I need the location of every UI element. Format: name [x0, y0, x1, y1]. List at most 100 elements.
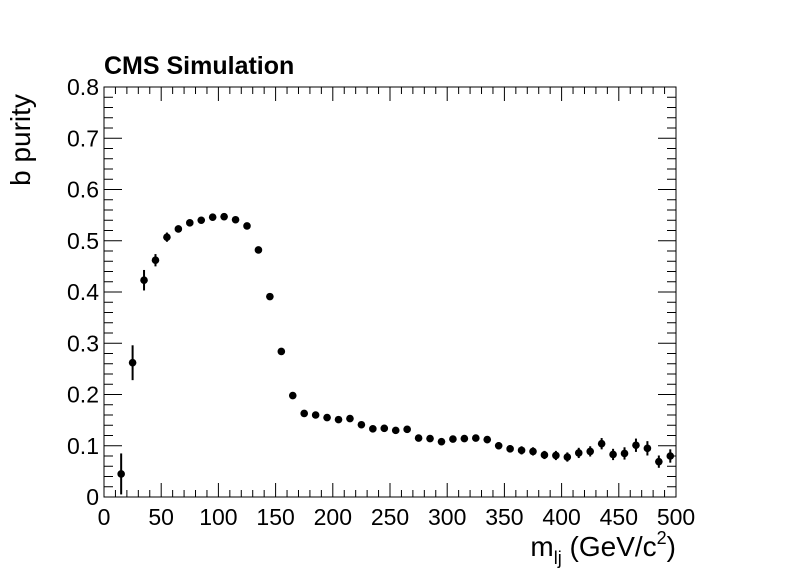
x-tick-label: 200	[314, 504, 352, 530]
point-marker	[277, 347, 286, 356]
point-marker	[220, 212, 228, 221]
point-marker	[186, 219, 194, 227]
data-point	[540, 450, 549, 460]
data-point	[506, 445, 514, 453]
y-tick-label: 0.4	[67, 279, 99, 305]
data-point	[597, 438, 606, 450]
data-point	[483, 435, 492, 444]
data-points	[117, 212, 675, 495]
x-axis-label-subscript: lj	[554, 548, 562, 568]
data-point	[128, 345, 137, 381]
x-tick-label: 400	[542, 504, 580, 530]
point-marker	[403, 425, 411, 434]
point-marker	[460, 434, 469, 443]
data-point	[300, 409, 309, 418]
point-marker	[243, 222, 251, 230]
data-point	[620, 447, 629, 460]
point-marker	[483, 435, 492, 444]
y-axis-label: b purity	[5, 94, 36, 186]
point-marker	[632, 441, 640, 450]
point-marker	[563, 453, 572, 461]
point-marker	[300, 409, 309, 418]
data-point	[254, 246, 263, 254]
y-tick-label: 0.5	[67, 228, 99, 254]
point-marker	[414, 434, 423, 442]
data-point	[529, 447, 537, 456]
point-marker	[151, 256, 160, 265]
point-marker	[506, 445, 514, 453]
point-marker	[574, 449, 583, 457]
data-point	[369, 425, 377, 433]
point-marker	[552, 451, 560, 460]
x-tick-label: 50	[148, 504, 174, 530]
data-point	[472, 434, 480, 442]
data-point	[552, 450, 560, 461]
point-marker	[666, 452, 675, 460]
y-tick-label: 0.3	[67, 330, 99, 356]
x-tick-label: 450	[600, 504, 638, 530]
data-point	[666, 449, 675, 463]
x-tick-label: 150	[256, 504, 294, 530]
point-marker	[540, 451, 549, 459]
data-point	[208, 213, 217, 221]
plot-frame	[103, 86, 677, 498]
y-tick-label: 0.2	[67, 382, 99, 408]
point-marker	[254, 246, 263, 254]
point-marker	[346, 414, 354, 423]
data-point	[655, 455, 663, 468]
point-marker	[288, 391, 297, 400]
point-marker	[391, 426, 400, 435]
point-marker	[380, 424, 389, 433]
data-point	[117, 453, 125, 495]
point-marker	[609, 450, 617, 459]
data-point	[186, 219, 194, 227]
data-point	[197, 216, 206, 225]
point-marker	[311, 411, 320, 419]
data-point	[266, 292, 274, 301]
x-tick-label: 350	[485, 504, 523, 530]
data-point	[609, 448, 617, 461]
data-point	[334, 415, 343, 424]
x-tick-label: 500	[657, 504, 695, 530]
point-marker	[655, 457, 663, 466]
x-axis-label-superscript: 2	[657, 528, 667, 548]
point-marker	[117, 470, 125, 478]
tick-labels: 0 50 100 150 200 250 300 350 400 450 500 0 0.1 0.2 0.3…	[67, 74, 695, 530]
data-point	[163, 232, 171, 242]
x-tick-label: 250	[371, 504, 409, 530]
data-point	[357, 420, 366, 429]
data-point	[632, 438, 640, 452]
data-point	[460, 434, 469, 443]
x-axis-label-main: m	[530, 531, 553, 562]
data-point	[346, 414, 354, 423]
data-point	[643, 441, 652, 456]
x-axis-label: mlj (GeV/c2)	[530, 528, 676, 568]
axis-ticks	[103, 86, 677, 498]
data-point	[449, 435, 457, 443]
point-marker	[140, 276, 148, 285]
x-tick-label: 300	[428, 504, 466, 530]
point-marker	[266, 292, 274, 301]
point-marker	[472, 434, 480, 442]
point-marker	[174, 225, 183, 233]
point-marker	[449, 435, 457, 443]
point-marker	[643, 444, 652, 453]
point-marker	[369, 425, 377, 433]
x-tick-label: 100	[199, 504, 237, 530]
y-tick-label: 0.7	[67, 125, 99, 151]
data-point	[311, 411, 320, 419]
data-point	[517, 446, 526, 455]
data-point	[220, 212, 228, 221]
x-tick-label: 0	[98, 504, 111, 530]
point-marker	[128, 358, 137, 367]
data-point	[414, 434, 423, 442]
point-marker	[208, 213, 217, 221]
point-marker	[597, 439, 606, 448]
point-marker	[437, 437, 446, 446]
y-tick-label: 0.6	[67, 177, 99, 203]
point-marker	[323, 413, 331, 422]
data-point	[426, 434, 434, 443]
point-marker	[529, 447, 537, 456]
point-marker	[231, 215, 240, 224]
